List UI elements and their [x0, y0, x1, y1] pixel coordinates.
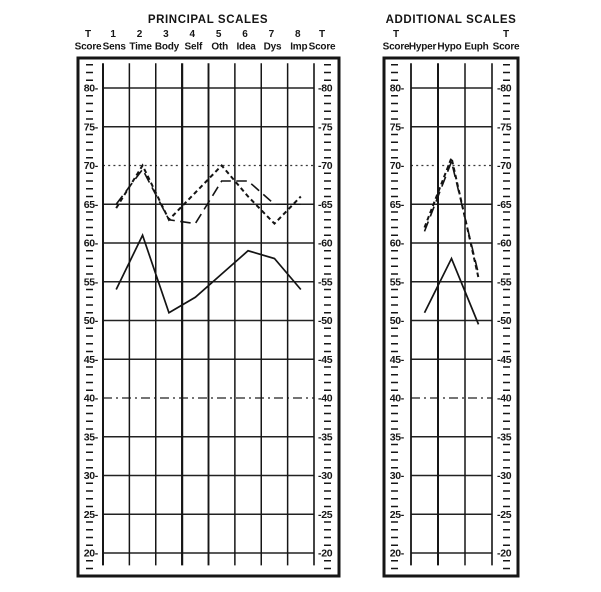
- tscore-tick-label: -40: [497, 393, 512, 405]
- tscore-tick-label: -70: [318, 160, 333, 172]
- tscore-tick-label: 30-: [84, 470, 99, 482]
- tscore-tick-label: -55: [497, 276, 512, 288]
- t-score-header: T: [393, 29, 399, 40]
- tscore-tick-label: 25-: [84, 509, 99, 521]
- tscore-tick-label: 45-: [390, 354, 405, 366]
- column-number-dys: 7: [269, 29, 275, 40]
- column-header-dys: Dys: [264, 42, 282, 53]
- column-number-oth: 5: [216, 29, 222, 40]
- tscore-tick-label: 65-: [390, 199, 405, 211]
- tscore-tick-label: 35-: [390, 431, 405, 443]
- tscore-tick-label: 70-: [84, 160, 99, 172]
- tscore-tick-label: -50: [318, 315, 333, 327]
- column-header-oth: Oth: [211, 42, 228, 53]
- tscore-tick-label: -75: [497, 121, 512, 133]
- additional-gridlines-vertical: [410, 63, 493, 566]
- tscore-tick-label: 80-: [390, 83, 405, 95]
- tscore-tick-label: 35-: [84, 431, 99, 443]
- additional-long-dash-profile: [423, 158, 480, 275]
- tscore-tick-label: 75-: [84, 121, 99, 133]
- tscore-tick-label: -40: [318, 393, 333, 405]
- t-score-header: Score: [383, 42, 410, 53]
- tscore-tick-label: 40-: [84, 393, 99, 405]
- column-header-euph: Euph: [464, 42, 488, 53]
- additional-scales-title: ADDITIONAL SCALES: [385, 14, 517, 26]
- column-number-sens: 1: [110, 29, 116, 40]
- tscore-tick-label: 55-: [84, 276, 99, 288]
- additional-scales-panel: 80- -80 75- -75 70- -70 65- -65 60- -60 55- -55 50- -…: [382, 29, 521, 578]
- tscore-tick-label: 55-: [390, 276, 405, 288]
- column-header-idea: Idea: [236, 42, 256, 53]
- tscore-tick-label: 80-: [84, 83, 99, 95]
- tscore-tick-label: -20: [318, 548, 333, 560]
- t-score-header: T: [85, 29, 91, 40]
- tscore-tick-label: -80: [497, 83, 512, 95]
- tscore-tick-label: -20: [497, 548, 512, 560]
- additional-tscore-axes: 80- -80 75- -75 70- -70 65- -65 60- -60 55- -55 50- -…: [390, 64, 512, 570]
- t-score-header: Score: [309, 42, 336, 53]
- t-score-header: T: [503, 29, 509, 40]
- additional-gridlines-horizontal: [411, 87, 492, 554]
- tscore-tick-label: -80: [318, 83, 333, 95]
- tscore-tick-label: -70: [497, 160, 512, 172]
- column-header-self: Self: [185, 42, 203, 53]
- principal-panel-border: [76, 56, 341, 578]
- tscore-tick-label: 65-: [84, 199, 99, 211]
- additional-panel-border: [382, 56, 520, 578]
- column-header-imp: Imp: [290, 42, 307, 53]
- tscore-tick-label: -25: [318, 509, 333, 521]
- t-score-header: Score: [493, 42, 520, 53]
- tscore-tick-label: -35: [318, 431, 333, 443]
- tscore-tick-label: -60: [318, 238, 333, 250]
- tscore-tick-label: -25: [497, 509, 512, 521]
- t-score-header: T: [319, 29, 325, 40]
- tscore-tick-label: -45: [318, 354, 333, 366]
- column-number-time: 2: [137, 29, 143, 40]
- tscore-tick-label: -35: [497, 431, 512, 443]
- tscore-tick-label: 60-: [84, 238, 99, 250]
- column-number-body: 3: [163, 29, 169, 40]
- tscore-tick-label: 75-: [390, 121, 405, 133]
- principal-short-dash-profile: [115, 163, 302, 226]
- principal-gridlines-vertical: [102, 63, 315, 566]
- tscore-tick-label: -65: [497, 199, 512, 211]
- tscore-tick-label: 20-: [390, 548, 405, 560]
- tscore-tick-label: 20-: [84, 548, 99, 560]
- principal-tscore-axes: 80- -80 75- -75 70- -70 65- -65 60- -60 55- -55 50- -…: [84, 64, 333, 570]
- tscore-tick-label: 40-: [390, 393, 405, 405]
- tscore-tick-label: -65: [318, 199, 333, 211]
- principal-long-dash-profile: [115, 167, 301, 225]
- column-header-time: Time: [129, 42, 152, 53]
- tscore-tick-label: 45-: [84, 354, 99, 366]
- additional-solid-profile: [423, 256, 480, 325]
- tscore-tick-label: -60: [497, 238, 512, 250]
- tscore-tick-label: 70-: [390, 160, 405, 172]
- column-header-hyper: Hyper: [409, 42, 437, 53]
- tscore-tick-label: 30-: [390, 470, 405, 482]
- tscore-tick-label: 25-: [390, 509, 405, 521]
- tscore-tick-label: 50-: [390, 315, 405, 327]
- column-header-hypo: Hypo: [437, 42, 461, 53]
- tscore-tick-label: -55: [318, 276, 333, 288]
- column-number-idea: 6: [242, 29, 248, 40]
- tscore-tick-label: -45: [497, 354, 512, 366]
- column-number-self: 4: [190, 29, 196, 40]
- principal-scales-title: PRINCIPAL SCALES: [147, 14, 269, 26]
- tscore-tick-label: -30: [318, 470, 333, 482]
- column-header-sens: Sens: [103, 42, 127, 53]
- tscore-tick-label: -75: [318, 121, 333, 133]
- tscore-tick-label: -30: [497, 470, 512, 482]
- principal-column-headers: T Score T Score 1 Sens 2 Time 3 Body 4 Self 5 Oth 6 Ide…: [75, 29, 337, 53]
- tscore-tick-label: 60-: [390, 238, 405, 250]
- principal-scales-panel: 80- -80 75- -75 70- -70 65- -65 60- -60 55- -55 50- -…: [75, 29, 341, 578]
- tscore-tick-label: 50-: [84, 315, 99, 327]
- column-number-imp: 8: [295, 29, 301, 40]
- column-header-body: Body: [155, 42, 180, 53]
- tscore-tick-label: -50: [497, 315, 512, 327]
- t-score-header: Score: [75, 42, 102, 53]
- principal-solid-profile: [115, 233, 302, 315]
